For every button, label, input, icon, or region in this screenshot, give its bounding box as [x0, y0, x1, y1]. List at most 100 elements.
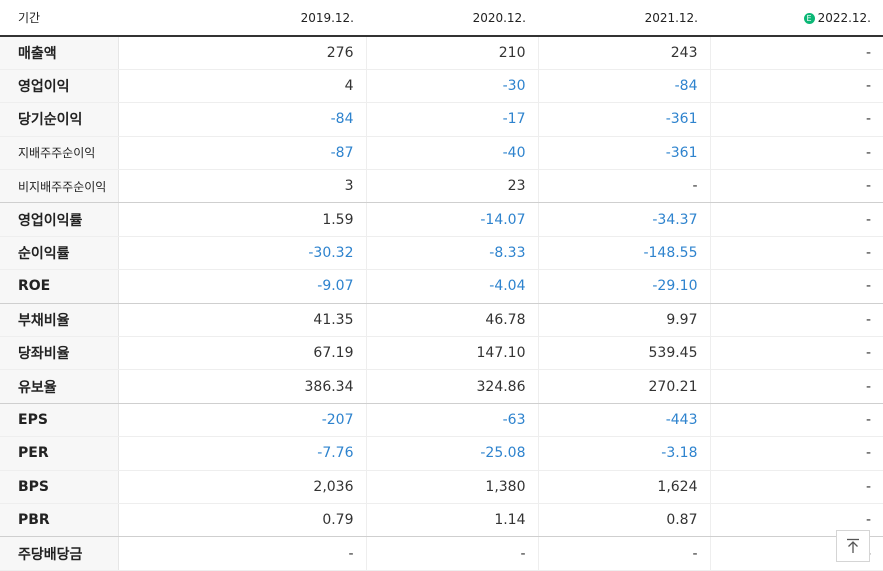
table-cell: 147.10 — [366, 336, 539, 371]
table-cell: 23 — [366, 169, 539, 204]
table-cell: 386.34 — [118, 369, 367, 404]
table-cell: -4.04 — [366, 269, 539, 304]
table-row: PBR 0.79 1.14 0.87- — [0, 503, 883, 538]
table-cell: 4 — [118, 69, 367, 104]
table-cell: -8.33 — [366, 236, 539, 271]
row-label: 당기순이익 — [0, 102, 119, 137]
row-label: 부채비율 — [0, 303, 119, 338]
row-label: 매출액 — [0, 36, 119, 70]
row-label: 지배주주순이익 — [0, 136, 119, 171]
row-label: 유보율 — [0, 369, 119, 404]
row-label: 비지배주주순이익 — [0, 169, 119, 204]
table-cell: - — [710, 369, 883, 404]
table-cell: 1,624 — [538, 470, 711, 504]
table-cell: 210 — [366, 36, 539, 70]
table-row: ROE -9.07 -4.04 -29.10- — [0, 269, 883, 304]
table-row: 매출액 276 210 243- — [0, 36, 883, 70]
table-cell: -3.18 — [538, 436, 711, 471]
table-cell: 2,036 — [118, 470, 367, 504]
table-cell: - — [710, 303, 883, 338]
period-header-2022-label: 2022.12. — [817, 10, 871, 25]
table-cell: 67.19 — [118, 336, 367, 371]
table-cell: -29.10 — [538, 269, 711, 304]
table-body: 매출액 276 210 243- 영업이익 4 -30 -84- 당기순이익 -84 -17 -361… — [0, 36, 883, 571]
row-label: 순이익률 — [0, 236, 119, 271]
table-cell: 243 — [538, 36, 711, 70]
table-cell: - — [538, 536, 711, 571]
table-cell: 324.86 — [366, 369, 539, 404]
table-cell: -7.76 — [118, 436, 367, 471]
table-row: 영업이익률 1.59 -14.07 -34.37- — [0, 202, 883, 237]
table-row: 부채비율 41.35 46.78 9.97- — [0, 303, 883, 338]
row-label: PER — [0, 436, 119, 471]
table-cell: - — [710, 36, 883, 70]
table-cell: 1.14 — [366, 503, 539, 538]
table-cell: -361 — [538, 102, 711, 137]
table-cell: -30.32 — [118, 236, 367, 271]
table-cell: -14.07 — [366, 202, 539, 237]
table-cell: -9.07 — [118, 269, 367, 304]
table-row: 유보율 386.34 324.86 270.21- — [0, 369, 883, 404]
period-header-label: 기간 — [0, 0, 118, 37]
table-cell: -361 — [538, 136, 711, 171]
table-cell: - — [118, 536, 367, 571]
row-label: 영업이익률 — [0, 202, 119, 237]
period-header-2022-estimate: E 2022.12. — [710, 0, 883, 37]
table-cell: - — [710, 269, 883, 304]
table-row: 순이익률 -30.32 -8.33 -148.55- — [0, 236, 883, 271]
row-label: BPS — [0, 470, 119, 504]
table-cell: -84 — [118, 102, 367, 137]
row-label: EPS — [0, 403, 119, 438]
table-header-row: 기간 2019.12. 2020.12. 2021.12. E 2022.12. — [0, 0, 883, 37]
table-cell: 3 — [118, 169, 367, 204]
table-cell: -443 — [538, 403, 711, 438]
period-header-2019: 2019.12. — [118, 0, 366, 37]
table-row: EPS -207 -63 -443- — [0, 403, 883, 438]
table-cell: 539.45 — [538, 336, 711, 371]
table-cell: -40 — [366, 136, 539, 171]
table-cell: - — [366, 536, 539, 571]
table-row: BPS 2,036 1,380 1,624- — [0, 470, 883, 504]
table-cell: -87 — [118, 136, 367, 171]
table-cell: 0.87 — [538, 503, 711, 538]
estimate-badge-icon: E — [803, 12, 815, 24]
table-cell: 1,380 — [366, 470, 539, 504]
table-cell: - — [710, 202, 883, 237]
table-cell: - — [710, 169, 883, 204]
row-label: 주당배당금 — [0, 536, 119, 571]
table-cell: - — [710, 470, 883, 504]
row-label: PBR — [0, 503, 119, 538]
row-label: 영업이익 — [0, 69, 119, 104]
table-row: 주당배당금---- — [0, 536, 883, 571]
table-cell: - — [710, 336, 883, 371]
table-cell: - — [538, 169, 711, 204]
table-cell: 1.59 — [118, 202, 367, 237]
table-cell: - — [710, 136, 883, 171]
table-cell: 46.78 — [366, 303, 539, 338]
table-cell: -63 — [366, 403, 539, 438]
table-cell: - — [710, 69, 883, 104]
period-header-2021: 2021.12. — [538, 0, 710, 37]
table-cell: 276 — [118, 36, 367, 70]
table-cell: 9.97 — [538, 303, 711, 338]
table-cell: -25.08 — [366, 436, 539, 471]
table-cell: 0.79 — [118, 503, 367, 538]
table-cell: -30 — [366, 69, 539, 104]
table-cell: - — [710, 102, 883, 137]
table-cell: -17 — [366, 102, 539, 137]
period-header-2020: 2020.12. — [366, 0, 538, 37]
table-cell: - — [710, 236, 883, 271]
table-cell: - — [710, 403, 883, 438]
row-label: ROE — [0, 269, 119, 304]
table-cell: -34.37 — [538, 202, 711, 237]
table-cell: -84 — [538, 69, 711, 104]
table-cell: 270.21 — [538, 369, 711, 404]
table-row: 당좌비율 67.19 147.10 539.45- — [0, 336, 883, 371]
row-label: 당좌비율 — [0, 336, 119, 371]
table-cell: -207 — [118, 403, 367, 438]
scroll-to-top-button[interactable] — [836, 530, 870, 562]
arrow-up-to-top-icon — [847, 538, 859, 553]
table-row: PER -7.76 -25.08 -3.18- — [0, 436, 883, 471]
table-cell: -148.55 — [538, 236, 711, 271]
